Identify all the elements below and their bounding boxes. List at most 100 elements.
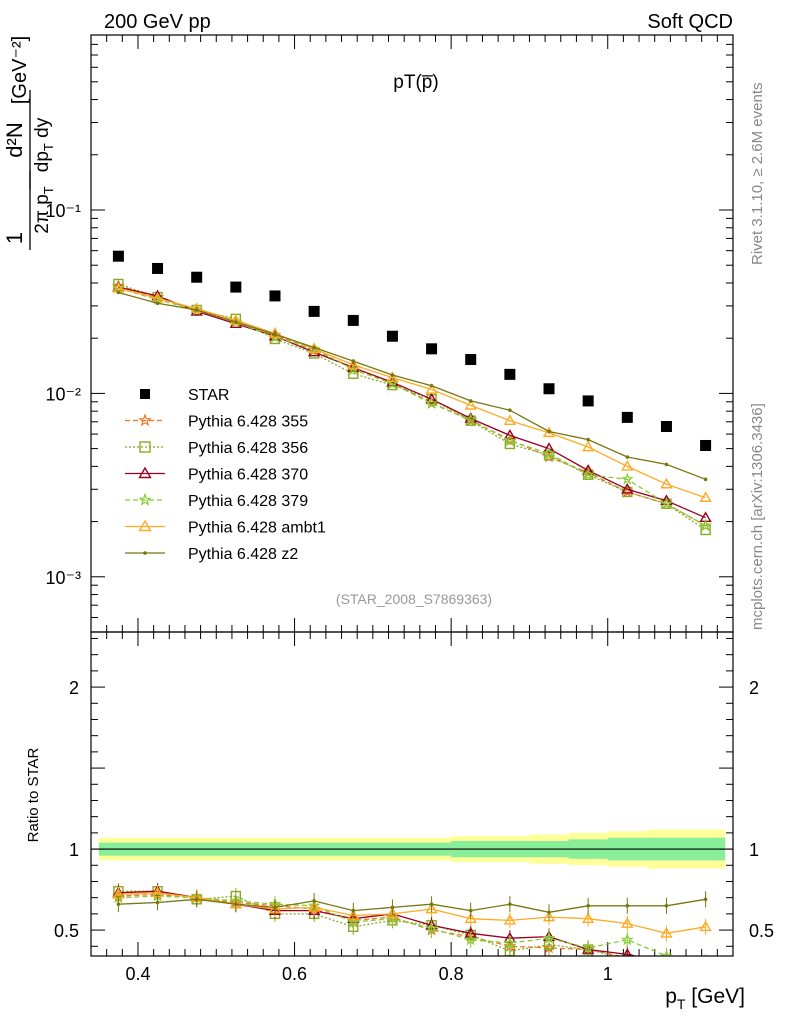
ratio-data-point <box>701 964 710 973</box>
ratio-series-1 <box>113 883 633 956</box>
ratio-ylabel: Ratio to STAR <box>25 747 42 842</box>
legend-marker <box>138 413 152 427</box>
series-5 <box>112 281 712 502</box>
ratio-data-point <box>664 903 669 908</box>
main-panel: 10⁻¹ 10⁻² 10⁻³ pT(p̅) (STAR_2008_S7869363)… <box>2 34 734 633</box>
energy-label: 200 GeV pp <box>104 11 211 33</box>
data-point <box>621 411 633 423</box>
series-0 <box>112 250 712 451</box>
ratio-data-point <box>468 908 473 913</box>
data-point <box>386 376 399 390</box>
data-point <box>700 524 711 536</box>
ratio-y-tick-label-right: 1 <box>749 840 759 860</box>
data-point <box>112 250 124 262</box>
plot-title: pT(p̅) <box>393 72 438 93</box>
y-tick-label: 10⁻² <box>45 384 81 404</box>
data-point <box>660 420 672 432</box>
data-point <box>234 320 238 324</box>
data-point <box>621 460 634 471</box>
ratio-data-point <box>703 897 708 902</box>
svg-text:1: 1 <box>2 232 27 244</box>
ratio-data-point <box>116 902 121 906</box>
data-point <box>429 384 434 388</box>
data-point <box>659 497 673 510</box>
ratio-y-tick-label-right: 2 <box>749 678 759 698</box>
data-point <box>581 467 595 481</box>
ratio-series-3 <box>112 888 707 956</box>
data-point <box>230 281 242 293</box>
svg-text:dpT dy: dpT dy <box>32 117 56 172</box>
data-point <box>155 301 160 306</box>
data-point <box>582 395 594 407</box>
data-point <box>504 368 516 380</box>
series-line <box>118 285 706 527</box>
data-point <box>194 308 199 312</box>
series-line <box>118 287 706 499</box>
data-point <box>390 373 395 377</box>
ratio-data-point <box>666 955 667 956</box>
ratio-data-point <box>705 955 706 956</box>
data-point <box>111 281 125 294</box>
ratio-series-4 <box>112 884 712 942</box>
data-point <box>503 434 517 447</box>
ratio-data-point <box>194 897 199 902</box>
legend-marker <box>138 519 152 532</box>
data-point <box>269 290 281 302</box>
legend-marker <box>140 389 150 399</box>
main-series-group <box>111 250 712 536</box>
legend-marker <box>139 441 151 453</box>
ratio-series-line <box>118 890 639 956</box>
data-point <box>581 440 595 452</box>
data-point <box>425 392 438 404</box>
data-point <box>426 343 438 355</box>
svg-text:[GeV⁻²]: [GeV⁻²] <box>9 36 31 104</box>
ratio-axis-ticks: 0.5 0.5 1 1 2 2 0.4 0.6 0.8 1 <box>54 632 774 984</box>
data-point <box>543 383 555 395</box>
data-point <box>699 491 712 502</box>
legend-label: Pythia 6.428 356 <box>188 440 308 457</box>
legend-label: Pythia 6.428 379 <box>188 493 308 510</box>
y-tick-label: 10⁻³ <box>45 568 81 588</box>
ratio-data-point <box>622 948 632 956</box>
ratio-series-line <box>118 890 618 956</box>
ratio-series-line <box>118 895 671 956</box>
mcplots-info: mcplots.cern.ch [arXiv:1306.3436] <box>749 403 766 630</box>
data-point <box>503 429 517 440</box>
data-point <box>542 442 556 453</box>
data-point <box>190 302 203 313</box>
data-point <box>116 290 121 295</box>
ratio-data-point <box>542 910 556 922</box>
rivet-info: Rivet 3.1.10, ≥ 2.6M events <box>749 83 766 266</box>
data-point <box>508 408 512 412</box>
ratio-data-point <box>547 910 551 915</box>
main-axis-ticks: 10⁻¹ 10⁻² 10⁻³ <box>45 34 734 633</box>
ratio-data-point <box>503 914 517 925</box>
legend-label: STAR <box>188 387 229 404</box>
ratio-panel: 0.5 0.5 1 1 2 2 0.4 0.6 0.8 1 Ratio to STAR pT [G… <box>25 631 774 1012</box>
ratio-series-line <box>118 892 706 934</box>
ratio-frame <box>90 631 734 957</box>
data-point <box>347 314 359 326</box>
ratio-data-point <box>621 917 634 928</box>
data-point <box>620 472 634 485</box>
main-frame <box>90 34 734 633</box>
ratio-data-point <box>390 905 395 910</box>
watermark-label: (STAR_2008_S7869363) <box>336 591 492 607</box>
ratio-data-point <box>701 961 711 970</box>
data-point <box>152 262 164 274</box>
ratio-y-tick-label: 2 <box>69 678 79 698</box>
ratio-data-point <box>542 931 556 944</box>
data-point <box>464 399 477 410</box>
ratio-data-point <box>429 902 434 906</box>
data-point <box>351 359 356 363</box>
ratio-data-point <box>273 905 277 910</box>
ratio-data-point <box>155 900 160 905</box>
main-ylabel: 1 2π pT d²N dpT dy [GeV⁻²] <box>2 36 56 250</box>
data-point <box>347 358 360 370</box>
data-point <box>703 477 708 482</box>
ratio-series-5 <box>116 891 708 921</box>
ratio-data-point <box>464 912 477 924</box>
ratio-data-point <box>234 902 238 906</box>
ratio-data-point <box>307 901 321 912</box>
data-point <box>700 439 712 451</box>
